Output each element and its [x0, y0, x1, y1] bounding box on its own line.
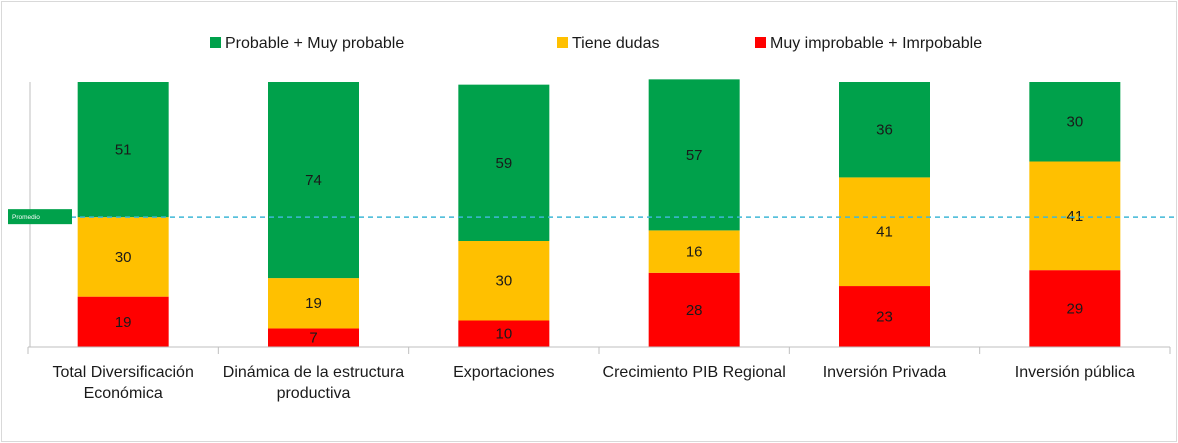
x-tick-label: Dinámica de la estructura productiva: [222, 364, 405, 402]
bar-segment: [1029, 161, 1121, 271]
value-label: 7: [309, 330, 317, 347]
x-tick-label: Inversión Privada: [822, 364, 947, 381]
bar-segment: [458, 320, 550, 347]
value-label: 30: [115, 249, 132, 266]
bar-segment: [648, 272, 740, 347]
bar-segment: [839, 286, 930, 347]
bar-segment: [1029, 270, 1121, 347]
legend-label: Probable + Muy probable: [225, 35, 404, 52]
value-label: 16: [686, 244, 703, 261]
value-label: 10: [495, 326, 512, 343]
legend-swatch: [755, 37, 766, 48]
value-label: 30: [495, 273, 512, 290]
bar-segment: [268, 82, 359, 279]
legend-swatch: [210, 37, 221, 48]
x-tick-label: Exportaciones: [453, 364, 555, 381]
bar-segment: [458, 241, 550, 321]
value-label: 19: [115, 314, 132, 331]
x-tick-label: Total Diversificación Económica: [52, 364, 194, 402]
value-label: 41: [1066, 208, 1083, 225]
value-label: 59: [495, 155, 512, 172]
value-label: 19: [305, 295, 322, 312]
value-label: 57: [686, 147, 703, 164]
bar-segment: [77, 296, 169, 347]
value-label: 74: [305, 172, 322, 189]
value-label: 28: [686, 302, 703, 319]
bar-segment: [839, 177, 930, 287]
bar-segment: [77, 217, 169, 297]
value-label: 36: [876, 122, 893, 139]
bar-segment: [458, 84, 550, 242]
bar-segment: [648, 230, 740, 273]
bar-segment: [77, 82, 169, 218]
bar-segment: [268, 278, 359, 329]
value-label: 23: [876, 308, 893, 325]
legend-swatch: [557, 37, 568, 48]
bar-segment: [268, 328, 359, 347]
value-label: 41: [876, 224, 893, 241]
reference-label: Promedio: [12, 214, 40, 221]
bar-segment: [1029, 82, 1121, 162]
reference-badge: [8, 209, 72, 225]
legend-label: Muy improbable + Imrpobable: [770, 35, 982, 52]
legend-label: Tiene dudas: [572, 35, 659, 52]
value-label: 30: [1066, 114, 1083, 131]
value-label: 51: [115, 142, 132, 159]
value-label: 29: [1066, 301, 1083, 318]
bar-segment: [839, 82, 930, 178]
bar-segment: [648, 79, 740, 231]
x-tick-label: Crecimiento PIB Regional: [602, 364, 786, 381]
x-tick-label: Inversión pública: [1014, 364, 1135, 381]
